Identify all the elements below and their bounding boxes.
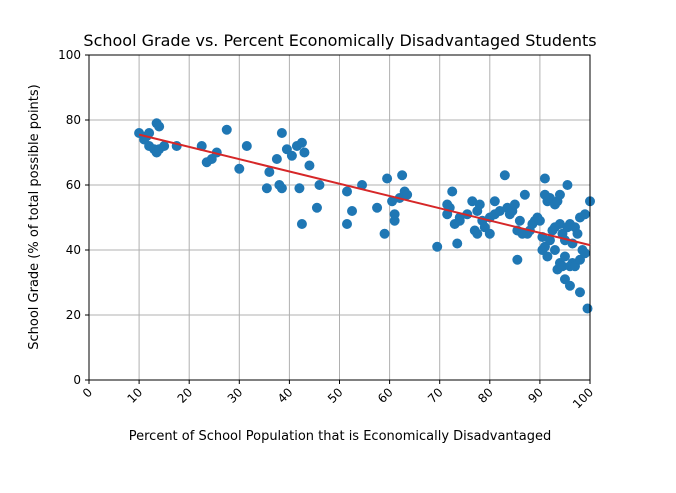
data-point bbox=[452, 238, 463, 249]
data-point bbox=[389, 209, 400, 220]
data-point bbox=[294, 183, 305, 194]
data-point bbox=[296, 137, 307, 148]
data-point bbox=[509, 199, 520, 210]
data-point bbox=[489, 196, 500, 207]
data-point bbox=[579, 209, 590, 220]
data-point bbox=[484, 228, 495, 239]
x-tick-label: 30 bbox=[225, 385, 246, 406]
data-point bbox=[387, 196, 398, 207]
data-point bbox=[347, 206, 358, 216]
data-point bbox=[539, 173, 550, 184]
data-point bbox=[562, 180, 573, 190]
data-point bbox=[447, 186, 458, 197]
data-point bbox=[342, 186, 353, 197]
data-point bbox=[159, 141, 170, 151]
x-tick-label: 10 bbox=[125, 385, 146, 406]
trend-line-group bbox=[138, 133, 591, 247]
data-point bbox=[554, 219, 565, 229]
data-point bbox=[549, 245, 560, 255]
data-point bbox=[299, 147, 310, 158]
y-tick-label: 20 bbox=[66, 308, 81, 322]
data-point bbox=[372, 202, 383, 213]
data-point bbox=[574, 287, 585, 298]
data-point bbox=[554, 189, 565, 200]
data-point bbox=[382, 173, 393, 184]
x-tick-label: 40 bbox=[275, 385, 296, 406]
data-point bbox=[304, 160, 315, 171]
data-point bbox=[276, 128, 287, 138]
scatter-points bbox=[134, 118, 595, 314]
data-point bbox=[234, 163, 245, 174]
x-tick-label: 90 bbox=[525, 385, 546, 406]
data-point bbox=[276, 183, 287, 194]
data-point bbox=[402, 189, 413, 200]
data-point bbox=[221, 124, 232, 135]
grid bbox=[88, 54, 591, 381]
y-tick-label: 40 bbox=[66, 243, 81, 257]
data-point bbox=[474, 199, 485, 210]
data-point bbox=[286, 150, 297, 161]
data-point bbox=[472, 228, 483, 239]
x-tick-label: 100 bbox=[570, 385, 596, 411]
data-point bbox=[454, 212, 465, 223]
data-point bbox=[261, 183, 272, 194]
trend-line bbox=[138, 133, 591, 247]
data-point bbox=[314, 180, 325, 190]
data-point bbox=[264, 167, 275, 177]
data-point bbox=[499, 170, 510, 181]
data-point bbox=[572, 228, 583, 239]
data-point bbox=[582, 303, 593, 314]
y-axis-label: School Grade (% of total possible points… bbox=[27, 84, 42, 350]
data-point bbox=[534, 215, 545, 226]
y-axis-ticks: 0 20 40 60 80 100 bbox=[58, 48, 89, 387]
y-tick-label: 80 bbox=[66, 113, 81, 127]
data-point bbox=[467, 196, 478, 207]
data-point bbox=[311, 202, 322, 213]
x-tick-label: 0 bbox=[80, 385, 95, 400]
x-tick-label: 80 bbox=[475, 385, 496, 406]
y-tick-label: 100 bbox=[58, 48, 81, 62]
x-axis-label: Percent of School Population that is Eco… bbox=[129, 429, 552, 444]
data-point bbox=[432, 241, 443, 252]
data-point bbox=[564, 280, 575, 291]
data-point bbox=[357, 180, 368, 190]
data-point bbox=[379, 228, 390, 239]
data-point bbox=[154, 121, 165, 132]
x-tick-label: 50 bbox=[325, 385, 346, 406]
data-point bbox=[296, 219, 307, 229]
data-point bbox=[512, 254, 523, 265]
chart-title: School Grade vs. Percent Economically Di… bbox=[83, 31, 596, 50]
data-point bbox=[559, 251, 570, 262]
data-point bbox=[544, 235, 555, 246]
data-point bbox=[542, 251, 553, 262]
data-point bbox=[494, 206, 505, 216]
data-point bbox=[579, 248, 590, 259]
data-point bbox=[397, 170, 408, 181]
y-tick-label: 60 bbox=[66, 178, 81, 192]
data-point bbox=[241, 141, 252, 151]
x-axis-ticks: 0 10 20 30 40 50 60 70 80 90 100 bbox=[80, 380, 596, 411]
data-point bbox=[519, 189, 530, 200]
x-tick-label: 70 bbox=[425, 385, 446, 406]
data-point bbox=[271, 154, 282, 164]
x-tick-label: 20 bbox=[175, 385, 196, 406]
data-point bbox=[342, 219, 353, 229]
y-tick-label: 0 bbox=[73, 373, 81, 387]
data-point bbox=[557, 261, 568, 272]
data-point bbox=[514, 215, 525, 226]
x-tick-label: 60 bbox=[375, 385, 396, 406]
